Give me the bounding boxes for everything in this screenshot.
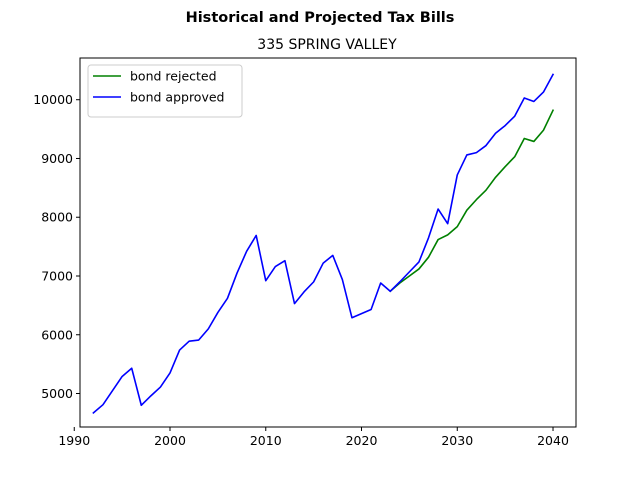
- x-axis: 1990 2000 2010 2020 2030 2040: [58, 427, 569, 448]
- y-tick-label: 8000: [41, 210, 73, 225]
- x-tick-label: 2020: [346, 433, 378, 448]
- chart-title: 335 SPRING VALLEY: [257, 37, 397, 53]
- y-tick-label: 5000: [41, 386, 73, 401]
- plot-area: [80, 58, 576, 427]
- series-line-bond-rejected: [389, 109, 555, 293]
- y-axis: 5000 6000 7000 8000 9000 10000: [33, 92, 80, 401]
- legend-label: bond approved: [130, 90, 224, 105]
- chart-suptitle: Historical and Projected Tax Bills: [186, 10, 455, 26]
- x-tick-label: 2010: [250, 433, 282, 448]
- y-tick-label: 10000: [33, 92, 73, 107]
- x-tick-label: 2030: [441, 433, 473, 448]
- series-line-bond-approved: [92, 73, 555, 415]
- x-tick-label: 2040: [537, 433, 569, 448]
- plot-frame: [79, 57, 577, 428]
- x-tick-label: 2000: [154, 433, 186, 448]
- y-tick-label: 7000: [41, 268, 73, 283]
- legend-box: [87, 64, 243, 118]
- legend-label: bond rejected: [130, 69, 217, 84]
- y-tick-label: 6000: [41, 327, 73, 342]
- legend: bond rejected bond approved: [87, 64, 243, 118]
- x-tick-label: 1990: [58, 433, 90, 448]
- series-layer: [92, 73, 555, 415]
- y-tick-label: 9000: [41, 151, 73, 166]
